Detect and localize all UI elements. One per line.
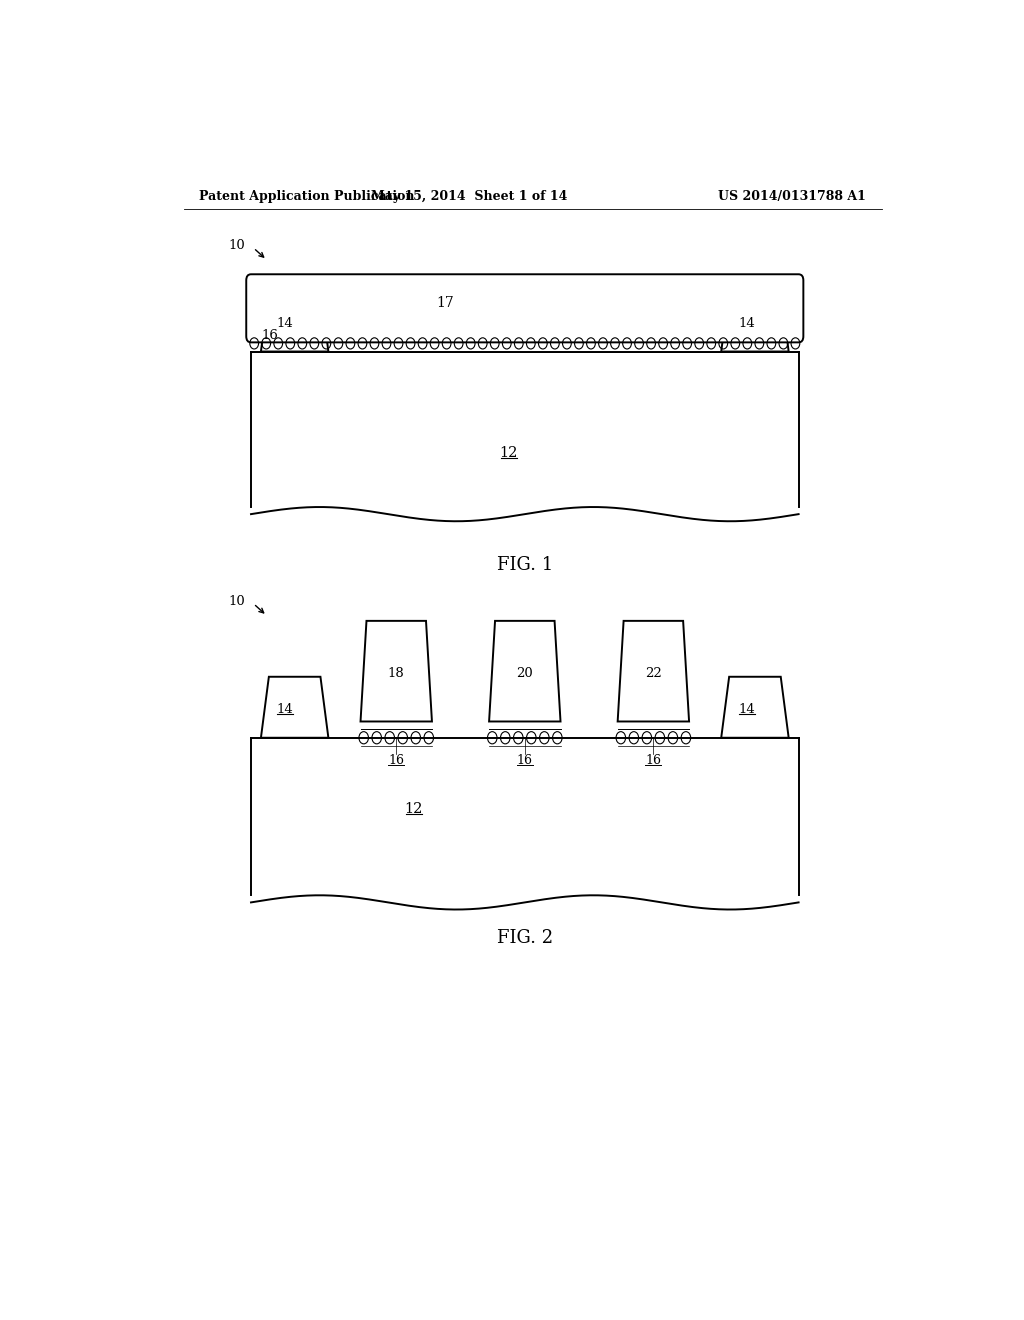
Text: 10: 10 <box>228 239 246 252</box>
Text: FIG. 2: FIG. 2 <box>497 929 553 946</box>
Polygon shape <box>261 290 329 351</box>
Polygon shape <box>489 620 560 722</box>
Polygon shape <box>360 620 432 722</box>
Text: 16: 16 <box>645 754 662 767</box>
Text: 22: 22 <box>645 667 662 680</box>
Polygon shape <box>721 677 788 738</box>
Polygon shape <box>617 620 689 722</box>
Text: 16: 16 <box>517 754 532 767</box>
Polygon shape <box>721 290 788 351</box>
Text: 14: 14 <box>276 317 294 330</box>
Text: 14: 14 <box>276 702 294 715</box>
Text: US 2014/0131788 A1: US 2014/0131788 A1 <box>718 190 866 202</box>
Polygon shape <box>261 677 329 738</box>
Text: FIG. 1: FIG. 1 <box>497 556 553 574</box>
Text: 14: 14 <box>738 702 756 715</box>
Text: 16: 16 <box>261 329 279 342</box>
Text: May 15, 2014  Sheet 1 of 14: May 15, 2014 Sheet 1 of 14 <box>371 190 567 202</box>
Text: 17: 17 <box>436 296 455 310</box>
Text: 12: 12 <box>404 801 423 816</box>
Text: 10: 10 <box>228 595 246 609</box>
Text: 14: 14 <box>738 317 756 330</box>
Text: 18: 18 <box>388 667 404 680</box>
Text: 12: 12 <box>500 446 518 461</box>
Text: 16: 16 <box>388 754 404 767</box>
FancyBboxPatch shape <box>246 275 804 342</box>
Text: 20: 20 <box>516 667 534 680</box>
Text: Patent Application Publication: Patent Application Publication <box>200 190 415 202</box>
